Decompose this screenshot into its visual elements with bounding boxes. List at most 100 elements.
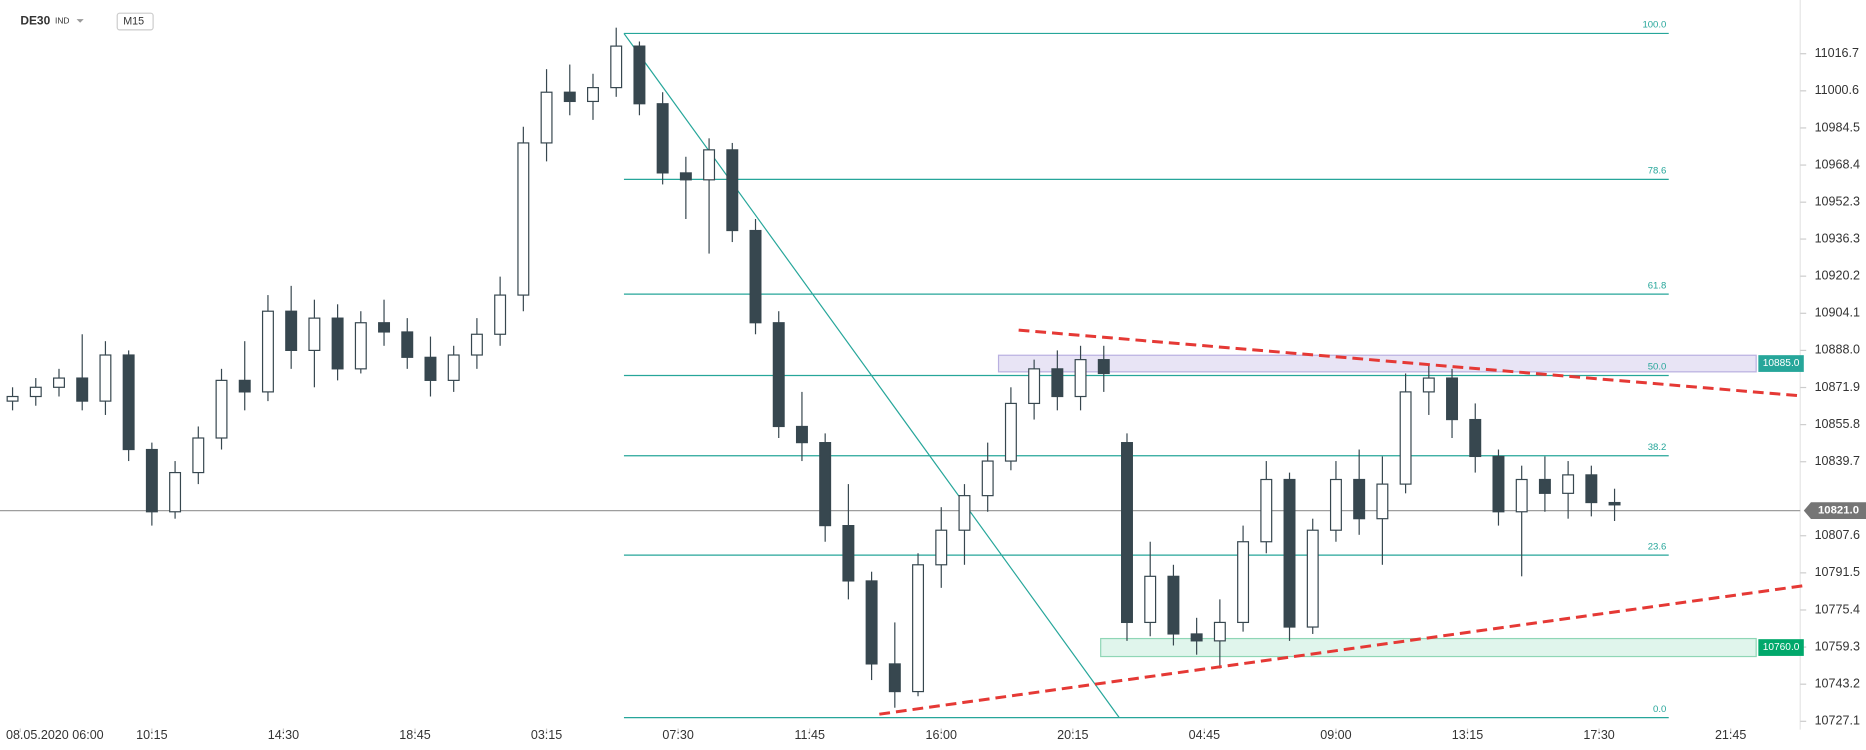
y-tick-label: 10968.4	[1815, 157, 1860, 171]
x-tick-label: 04:45	[1189, 728, 1220, 742]
candle-body	[122, 354, 135, 451]
candle-body	[1492, 455, 1505, 513]
candle-body	[679, 172, 692, 181]
y-tick-label: 10984.5	[1815, 120, 1860, 134]
fib-level-label: 78.6	[1648, 166, 1667, 177]
candle-body	[378, 322, 391, 333]
candle-body	[703, 149, 716, 181]
candle-body	[865, 580, 878, 665]
candle-body	[842, 525, 855, 582]
y-tick-label: 10888.0	[1815, 343, 1860, 357]
candle-body	[1446, 377, 1459, 421]
candle-body	[795, 425, 808, 444]
candle-body	[308, 317, 321, 352]
y-tick-label: 10920.2	[1815, 268, 1860, 282]
candle-body	[517, 142, 530, 296]
candle-body	[1074, 359, 1087, 398]
candle-body	[633, 45, 646, 105]
x-tick-label: 14:30	[268, 728, 299, 742]
candle-body	[1469, 418, 1482, 458]
candle-body	[1121, 442, 1133, 624]
candle-body	[1585, 474, 1598, 504]
candle-body	[1051, 368, 1064, 398]
candle-body	[587, 87, 599, 103]
candle-body	[53, 377, 65, 388]
x-tick-label: 18:45	[399, 728, 430, 742]
timeframe-button[interactable]	[116, 12, 154, 31]
y-tick-label: 10743.2	[1815, 677, 1860, 691]
candle-body	[1097, 359, 1110, 375]
y-tick-label: 10807.6	[1815, 528, 1860, 542]
header: DE30 IND M15	[20, 12, 154, 31]
y-tick-label: 11016.7	[1815, 46, 1859, 60]
candle-body	[145, 448, 158, 513]
timeframe: M15	[123, 15, 144, 27]
market: IND	[55, 16, 69, 26]
candle-body	[76, 377, 89, 402]
candle-body	[1190, 633, 1203, 642]
candle-body	[749, 229, 762, 324]
y-tick-label: 11000.6	[1815, 83, 1859, 97]
candle-body	[1515, 478, 1528, 513]
candle-body	[215, 379, 228, 439]
candle-body	[912, 564, 925, 693]
x-tick-label: 16:00	[926, 728, 957, 742]
candle-body	[656, 103, 669, 174]
candle-body	[354, 322, 367, 370]
candle-body	[1237, 541, 1250, 624]
price-zone	[997, 354, 1757, 373]
candle-body	[819, 442, 832, 527]
candle-body	[1028, 368, 1041, 405]
x-tick-label: 08.05.2020 06:00	[6, 728, 104, 742]
candle-body	[1260, 478, 1273, 543]
candle-body	[888, 663, 901, 693]
candle-body	[1422, 377, 1435, 393]
candle-body	[540, 91, 553, 144]
candle-body	[494, 294, 507, 335]
y-tick-label: 10855.8	[1815, 417, 1860, 431]
candle-body	[1283, 478, 1296, 628]
candle-body	[470, 333, 483, 356]
candle-body	[285, 310, 298, 352]
x-tick-label: 10:15	[136, 728, 167, 742]
candle-body	[1306, 529, 1319, 628]
fib-level-label: 23.6	[1648, 541, 1667, 552]
candle-body	[6, 395, 19, 402]
candle-body	[29, 386, 42, 398]
trend-line	[879, 583, 1809, 716]
candle-body	[563, 91, 576, 103]
candle-body	[261, 310, 274, 393]
dropdown-arrow[interactable]	[76, 19, 84, 23]
candle-body	[1608, 501, 1621, 506]
candle-body	[424, 356, 437, 381]
y-tick-label: 10936.3	[1815, 231, 1860, 245]
y-tick-label: 10904.1	[1815, 306, 1860, 320]
candle-body	[981, 460, 994, 497]
y-tick-label: 10839.7	[1815, 454, 1860, 468]
candle-body	[169, 471, 182, 513]
candle-body	[447, 354, 460, 381]
candle-body	[1399, 391, 1412, 485]
candle-body	[1167, 575, 1180, 635]
candle-body	[772, 322, 785, 428]
zone-tag	[1758, 639, 1804, 656]
trend-line	[1018, 328, 1801, 398]
candle-body	[726, 149, 739, 232]
candle-body	[401, 331, 414, 358]
candle-body	[192, 437, 205, 474]
x-tick-label: 07:30	[662, 728, 693, 742]
zone-tag-label: 10885.0	[1763, 358, 1800, 369]
candle-body	[331, 317, 344, 370]
candle-body	[99, 354, 112, 402]
candle-body	[1213, 621, 1226, 642]
y-tick-label: 10775.4	[1815, 602, 1860, 616]
candle-body	[1004, 402, 1017, 462]
candle-body	[958, 495, 971, 531]
x-tick-label: 20:15	[1057, 728, 1088, 742]
candle-body	[1144, 575, 1157, 624]
candle-body	[1538, 478, 1551, 494]
x-tick-label: 09:00	[1320, 728, 1351, 742]
fib-level-label: 50.0	[1648, 362, 1667, 373]
candle-body	[935, 529, 948, 566]
